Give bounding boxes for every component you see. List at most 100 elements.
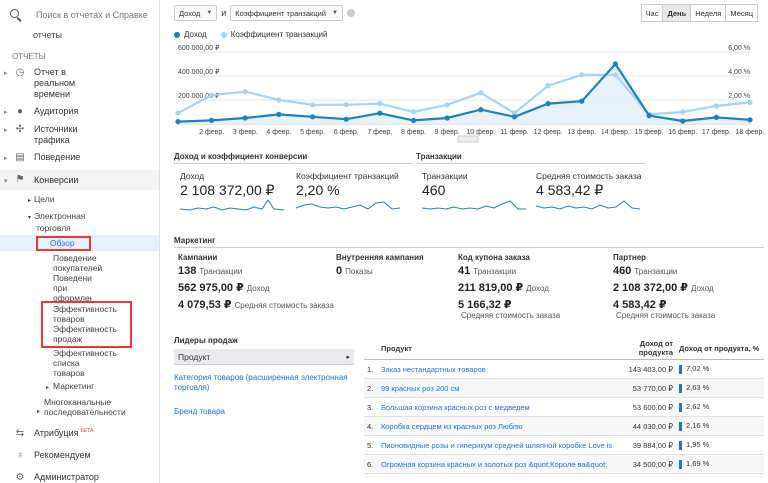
toolbar: Доход ▼ и Коэффициент транзакций ▼ Час Ден…	[174, 4, 764, 22]
sidebar-item-ecommerce[interactable]: ▾ Электронная торговля	[28, 211, 86, 233]
sidebar-item-marketing[interactable]: ▸ Маркетинг	[46, 381, 95, 391]
sidebar-item-conversions[interactable]: ▾ ⚑ Конверсии	[0, 170, 159, 190]
data-point-revenue	[444, 115, 450, 121]
legend-label: Доход	[184, 30, 207, 39]
series-line-rate	[177, 73, 751, 116]
sidebar-item-realtime[interactable]: ▸ ◷ Отчет в реальном времени	[0, 64, 159, 103]
product-link[interactable]: Большая корзина красных роз с медведем	[381, 402, 530, 412]
top-sellers-panel: Лидеры продаж Продукт ▸ Категория товаров…	[174, 336, 354, 417]
expand-caret-icon: ▸	[4, 109, 8, 116]
x-tick-label: 11 февр.	[500, 129, 528, 136]
data-point-revenue	[276, 111, 282, 117]
col-revenue[interactable]: Доход от продукта	[616, 337, 676, 360]
sidebar-item-label: Администратор	[34, 472, 99, 482]
sidebar-item-admin[interactable]: ⚙ Администратор	[0, 469, 159, 483]
product-link[interactable]: 99 красных роз 200 см	[381, 383, 460, 393]
data-point-revenue	[545, 101, 551, 107]
sidebar-item-label: Поведение	[34, 152, 81, 162]
mk-campaigns-head: Кампании	[178, 253, 218, 262]
share-value: 7,02 %	[686, 364, 710, 374]
product-link[interactable]: Пионовидные розы и гиперикум средней шля…	[381, 440, 613, 450]
product-link[interactable]: Огромная корзина красных и золотых роз &…	[381, 459, 608, 469]
product-share: 2,63 %	[676, 378, 764, 398]
period-day-button[interactable]: День	[662, 4, 692, 22]
sidebar-item-sales-performance[interactable]: Эффективность продаж	[53, 324, 117, 344]
mk-campaigns-v3: 4 079,53 ₽ Средняя стоимость заказа	[178, 298, 334, 311]
period-month-button[interactable]: Месяц	[725, 4, 758, 22]
x-tick-label: 18 февр.	[736, 129, 765, 136]
col-product[interactable]: Продукт	[378, 337, 616, 360]
sidebar-item-attribution[interactable]: ⇆ Атрибуция БЕТА	[0, 425, 159, 443]
sidebar-item-goals[interactable]: ▸ Цели	[28, 194, 55, 204]
sidebar-item-product-performance[interactable]: Эффективность товаров	[53, 304, 117, 324]
beta-badge: БЕТА	[80, 428, 94, 434]
sidebar-item-shopping-behavior[interactable]: Поведение покупателей	[53, 253, 103, 273]
row-index: 4.	[364, 416, 378, 436]
share-bar	[679, 364, 682, 374]
transactions-sparkline	[422, 200, 526, 210]
row-index: 5.	[364, 435, 378, 455]
sidebar-item-multichannel[interactable]: ▸ Многоканальные последовательности	[37, 397, 126, 417]
data-point-rate	[478, 90, 484, 96]
dimension-brand-link[interactable]: Бренд товара	[174, 407, 225, 416]
product-revenue: 53 600,00 ₽	[616, 397, 676, 417]
data-point-revenue	[209, 117, 215, 123]
sidebar-item-label: Многоканальные последовательности	[44, 397, 126, 417]
sidebar-item-recommendations[interactable]: ♁ Рекомендуем	[0, 447, 159, 465]
search-placeholder[interactable]: Поиск в отчетах и Справке	[36, 10, 148, 20]
value: 41	[458, 265, 471, 277]
data-point-revenue	[242, 115, 248, 121]
period-week-button[interactable]: Неделя	[690, 4, 727, 22]
dimension-product[interactable]: Продукт ▸	[174, 349, 354, 365]
revenue-sparkline	[180, 199, 284, 211]
share-bar	[679, 459, 682, 469]
mk-coupon-v3: 5 166,32 ₽	[458, 298, 512, 311]
product-name: Огромная корзина красных и золотых роз &…	[378, 454, 616, 474]
table-row: 4. Коробка сердцем из красных роз Люблю 44…	[364, 416, 764, 436]
sidebar-item-reports-top[interactable]: отчеты	[33, 30, 62, 40]
y-left-tick-label: 400 000,00 ₽	[178, 68, 220, 76]
col-share[interactable]: Доход от продукта, %	[676, 337, 764, 360]
product-share: 7,02 %	[676, 359, 764, 379]
sidebar-item-list-performance[interactable]: Эффективность списка товаров	[53, 348, 117, 378]
search-box[interactable]: Поиск в отчетах и Справке	[0, 0, 159, 30]
table-header: Продукт Доход от продукта Доход от проду…	[364, 337, 764, 360]
period-hour-button[interactable]: Час	[640, 4, 664, 22]
section-label-reports: ОТЧЕТЫ	[12, 52, 46, 61]
spacer	[4, 450, 14, 452]
sidebar-item-label: Отчет в реальном времени	[34, 67, 76, 99]
metric2-label: Коэффициент транзакций	[235, 8, 326, 18]
x-tick-label: 10 февр.	[466, 129, 495, 136]
close-icon[interactable]	[346, 9, 355, 17]
sidebar-item-checkout-behavior[interactable]: Поведение при оформлении покупки	[53, 273, 92, 301]
product-link[interactable]: Заказ нестандартных товаров	[381, 364, 486, 374]
sidebar-item-overview[interactable]: Обзор	[36, 235, 91, 251]
x-tick-label: 16 февр.	[668, 129, 697, 136]
sidebar-item-acquisition[interactable]: ▸ ✣ Источники трафика	[0, 121, 159, 149]
sidebar-item-audience[interactable]: ▸ ● Аудитория	[0, 103, 159, 121]
rate-value: 2,20 %	[296, 182, 340, 198]
group1-title: Доход и коэффициент конверсии	[174, 152, 412, 164]
metric2-select[interactable]: Коэффициент транзакций ▼	[230, 5, 343, 21]
mk-campaigns-v2: 562 975,00 ₽ Доход	[178, 281, 269, 294]
marketing-title: Маркетинг	[174, 236, 764, 248]
data-point-rate	[242, 89, 248, 95]
revenue-label: Доход	[180, 171, 205, 181]
data-point-rate	[444, 102, 450, 108]
sidebar-item-behavior[interactable]: ▸ ▤ Поведение	[0, 149, 159, 167]
table-row: 6. Огромная корзина красных и золотых роз…	[364, 454, 764, 474]
product-link[interactable]: Коробка сердцем из красных роз Люблю	[381, 421, 523, 431]
value: 2 108 372,00 ₽	[613, 282, 688, 294]
spacer	[4, 472, 14, 474]
y-right-tick-label: 6,00 %	[728, 45, 750, 52]
product-revenue: 53 770,00 ₽	[616, 378, 676, 398]
dimension-category-link[interactable]: Категория товаров (расширенная электронн…	[174, 373, 348, 392]
line-chart: 200 000,00 ₽ 2,00 % 400 000,00 ₽ 4,00 % 600 …	[175, 44, 765, 143]
x-tick-label: 13 февр.	[567, 129, 596, 136]
lightbulb-icon: ♁	[16, 450, 24, 461]
legend-item-rate: Коэффициент транзакций	[220, 30, 328, 39]
mk-internal-v1: 0 Показы	[336, 265, 373, 277]
sidebar-item-label: Маркетинг	[53, 381, 95, 391]
legend-label: Коэффициент транзакций	[230, 30, 328, 39]
metric1-select[interactable]: Доход ▼	[174, 5, 218, 21]
